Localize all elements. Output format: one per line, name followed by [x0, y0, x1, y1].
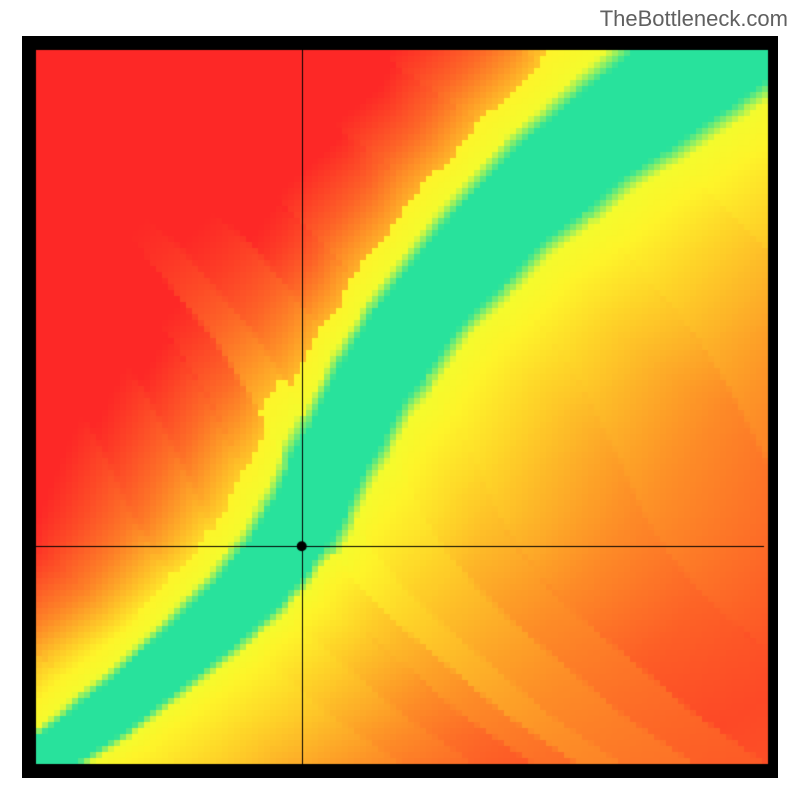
- chart-container: TheBottleneck.com: [0, 0, 800, 800]
- heatmap-plot-area: [22, 36, 778, 778]
- watermark-text: TheBottleneck.com: [600, 6, 788, 32]
- heatmap-canvas: [22, 36, 778, 778]
